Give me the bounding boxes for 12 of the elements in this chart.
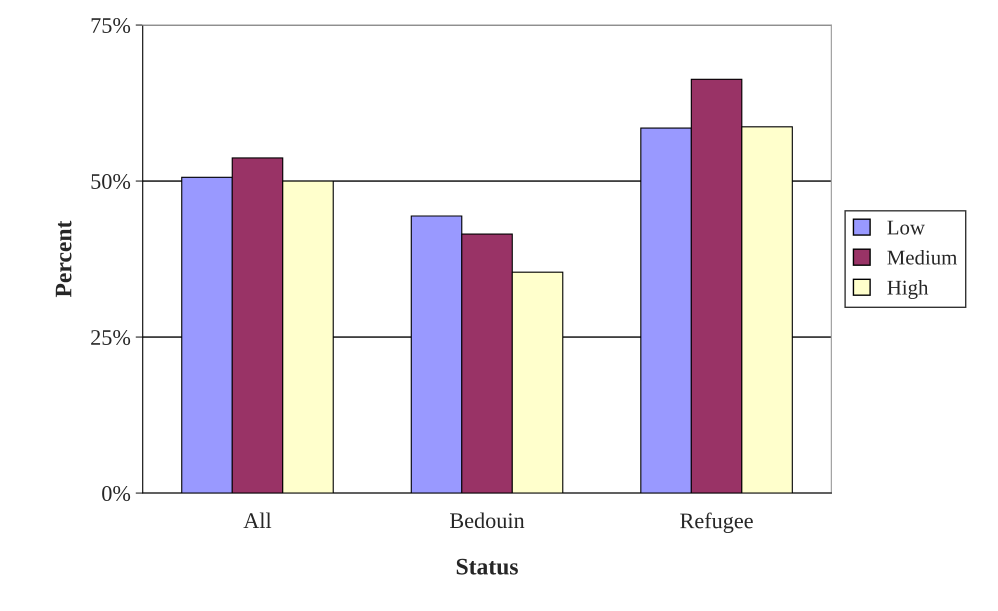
y-tick-label: 25%: [91, 330, 130, 346]
legend-label: High: [887, 280, 928, 299]
y-tick-label: 0%: [102, 486, 130, 502]
y-axis-title: Percent: [56, 220, 72, 298]
y-tick-label: 50%: [91, 174, 130, 190]
x-tick-label: Refugee: [680, 512, 753, 533]
x-tick-label: Bedouin: [450, 512, 524, 528]
legend-label: Medium: [887, 250, 958, 265]
y-tick-label: 75%: [92, 18, 130, 34]
legend-label: Low: [887, 220, 925, 235]
x-axis-title: Status: [456, 558, 518, 575]
x-tick-label: All: [244, 512, 272, 528]
